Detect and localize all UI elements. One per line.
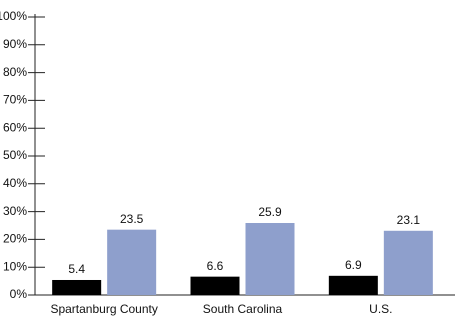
y-tick-label: 0% (10, 287, 28, 301)
y-tick-label: 30% (3, 204, 27, 218)
y-tick-label: 50% (3, 148, 27, 162)
y-tick-label: 10% (3, 259, 27, 273)
data-label: 6.6 (207, 259, 224, 273)
y-tick-label: 80% (3, 65, 27, 79)
y-tick-label: 20% (3, 232, 27, 246)
bar (107, 229, 157, 295)
bar (52, 279, 102, 295)
data-label: 6.9 (345, 258, 362, 272)
bar (383, 230, 433, 295)
y-tick-label: 90% (3, 37, 27, 51)
x-tick-label: South Carolina (203, 302, 283, 316)
data-label: 5.4 (68, 262, 85, 276)
y-tick-label: 70% (3, 93, 27, 107)
y-tick-label: 60% (3, 120, 27, 134)
x-tick-label: Spartanburg County (50, 302, 157, 316)
y-tick-label: 100% (0, 9, 27, 23)
data-label: 23.5 (120, 212, 144, 226)
data-label: 25.9 (258, 205, 282, 219)
bar (328, 275, 378, 295)
x-tick-label: U.S. (369, 302, 392, 316)
bar (190, 276, 240, 295)
y-tick-label: 40% (3, 176, 27, 190)
data-label: 23.1 (397, 213, 421, 227)
bar (245, 222, 295, 295)
